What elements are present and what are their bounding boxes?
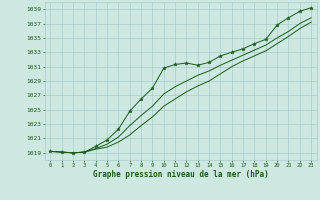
X-axis label: Graphe pression niveau de la mer (hPa): Graphe pression niveau de la mer (hPa): [93, 170, 269, 179]
